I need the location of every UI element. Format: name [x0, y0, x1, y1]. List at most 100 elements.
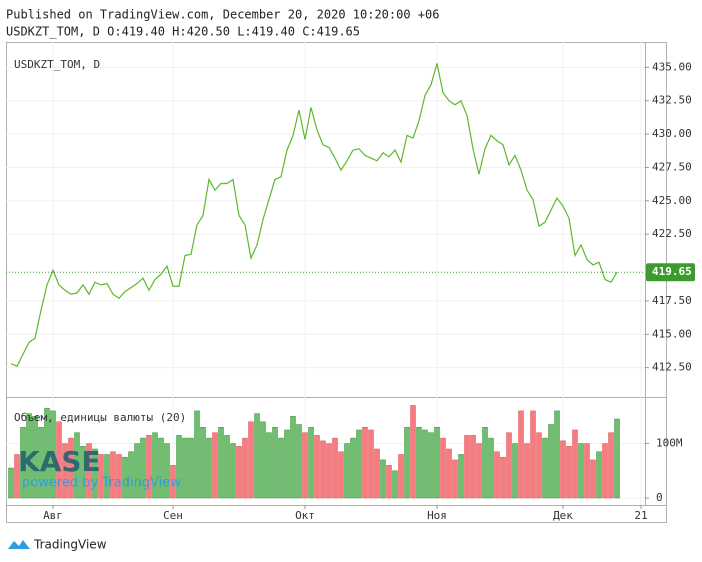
volume-bar — [194, 410, 200, 499]
volume-bar — [488, 437, 494, 499]
volume-bar — [278, 437, 284, 499]
volume-bar — [560, 440, 566, 499]
volume-bar — [62, 443, 68, 499]
volume-bar — [344, 443, 350, 499]
volume-bar — [104, 454, 110, 499]
volume-bar — [386, 465, 392, 499]
volume-bar — [542, 437, 548, 499]
volume-bar — [218, 426, 224, 499]
volume-bar — [80, 446, 86, 499]
volume-bar — [356, 429, 362, 499]
volume-bar — [446, 448, 452, 499]
volume-bar — [428, 432, 434, 499]
volume-bar — [284, 429, 290, 499]
published-line: Published on TradingView.com, December 2… — [6, 8, 439, 22]
y-tick-label: 415.00 — [652, 327, 692, 340]
volume-bar — [56, 421, 62, 499]
y-tick-label: 422.50 — [652, 227, 692, 240]
volume-bar — [404, 426, 410, 499]
x-tick-label: Дек — [553, 509, 573, 522]
volume-bar — [182, 437, 188, 499]
volume-bar — [248, 421, 254, 499]
volume-bar — [530, 410, 536, 499]
volume-bar — [92, 448, 98, 499]
volume-bar — [152, 432, 158, 499]
volume-bar — [176, 435, 182, 499]
volume-bar — [350, 437, 356, 499]
volume-bar — [170, 465, 176, 499]
volume-bar — [440, 437, 446, 499]
volume-bar — [206, 437, 212, 499]
volume-bar — [374, 448, 380, 499]
volume-bar — [608, 432, 614, 499]
volume-bar — [326, 443, 332, 499]
volume-bar — [20, 426, 26, 499]
volume-bar — [164, 443, 170, 499]
volume-bar — [86, 443, 92, 499]
volume-bar — [242, 437, 248, 499]
volume-bar — [260, 421, 266, 499]
volume-bar — [74, 432, 80, 499]
x-tick-label: Сен — [163, 509, 183, 522]
volume-bar — [188, 437, 194, 499]
footer-brand: TradingView — [33, 538, 107, 552]
volume-bar — [314, 435, 320, 499]
symbol-line: USDKZT_TOM, D O:419.40 H:420.50 L:419.40… — [6, 25, 360, 39]
volume-bar — [110, 451, 116, 499]
volume-bar — [128, 451, 134, 499]
price-line — [10, 63, 618, 368]
volume-bar — [68, 437, 74, 499]
volume-bar — [26, 413, 32, 499]
volume-bar — [590, 459, 596, 499]
y-tick-label: 435.00 — [652, 60, 692, 73]
volume-bar — [434, 426, 440, 499]
volume-bar — [572, 429, 578, 499]
y-tick-label: 0 — [656, 491, 663, 504]
volume-bar — [296, 424, 302, 499]
volume-bar — [230, 443, 236, 499]
last-price-box — [646, 263, 695, 282]
y-tick-label: 427.50 — [652, 160, 692, 173]
volume-bar — [122, 456, 128, 499]
volume-bar — [158, 437, 164, 499]
volume-bar — [212, 432, 218, 499]
volume-bar — [380, 459, 386, 499]
y-tick-label: 430.00 — [652, 127, 692, 140]
x-tick-label: Авг — [43, 509, 63, 522]
volume-bar — [410, 405, 416, 499]
volume-bar — [452, 459, 458, 499]
volume-bar — [254, 413, 260, 499]
footer-logo: TradingView — [8, 538, 107, 552]
volume-bar — [236, 446, 242, 499]
volume-bar — [302, 432, 308, 499]
chart-frame — [6, 42, 667, 523]
volume-bar — [224, 435, 230, 499]
y-tick-label: 417.50 — [652, 294, 692, 307]
volume-bar — [512, 443, 518, 499]
volume-bar — [566, 446, 572, 499]
volume-bar — [578, 443, 584, 499]
y-tick-label: 412.50 — [652, 361, 692, 374]
volume-bar — [518, 410, 524, 499]
volume-bar — [524, 443, 530, 499]
volume-bar — [614, 418, 620, 499]
volume-pane-title: Объем, единицы валюты (20) — [14, 411, 186, 424]
volume-bar — [368, 429, 374, 499]
y-tick-label: 100M — [656, 437, 683, 450]
volume-bar — [44, 407, 50, 499]
volume-bar — [548, 424, 554, 499]
volume-bar — [338, 451, 344, 499]
x-tick-label: Ноя — [427, 509, 447, 522]
x-tick-label: 21 — [634, 509, 647, 522]
last-price-label: 419.65 — [652, 265, 692, 278]
volume-bar — [38, 426, 44, 499]
volume-bar — [32, 416, 38, 499]
y-tick-label: 432.50 — [652, 94, 692, 107]
volume-bar — [140, 437, 146, 499]
volume-bar — [146, 435, 152, 499]
footer-icon — [8, 540, 30, 549]
volume-bar — [506, 432, 512, 499]
volume-bar — [464, 435, 470, 499]
volume-bar — [476, 443, 482, 499]
volume-bar — [134, 443, 140, 499]
